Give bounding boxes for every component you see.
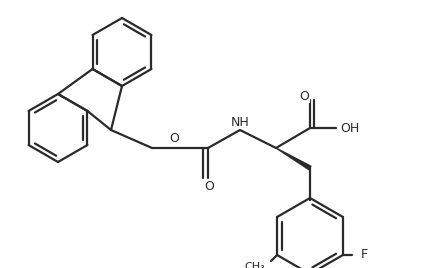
Text: CH₃: CH₃ (245, 262, 265, 268)
Text: O: O (299, 90, 309, 102)
Text: OH: OH (340, 121, 360, 135)
Polygon shape (276, 148, 311, 170)
Text: O: O (169, 132, 179, 144)
Text: O: O (204, 180, 214, 192)
Text: NH: NH (231, 116, 249, 128)
Text: F: F (360, 248, 367, 262)
